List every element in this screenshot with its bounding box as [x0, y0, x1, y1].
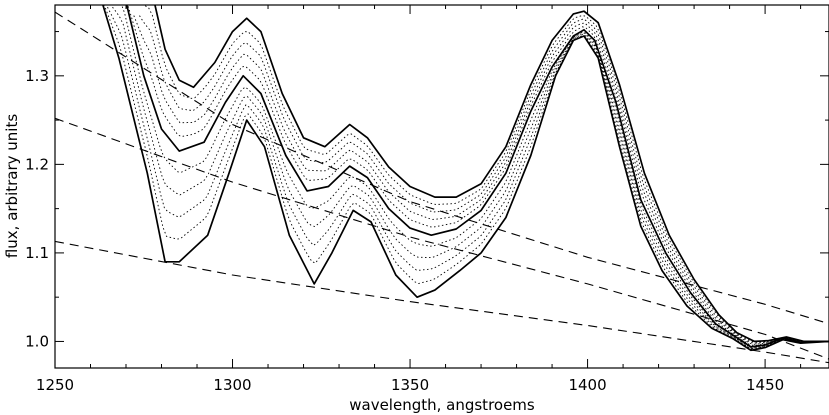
spectrum-line-3	[154, 5, 829, 343]
x-axis-title: wavelength, angstroems	[349, 396, 535, 414]
intermediate-spectrum-4	[121, 5, 828, 348]
continuum-line-6	[55, 240, 829, 364]
spectrum-line-1	[102, 5, 829, 352]
x-tick-label: 1400	[568, 376, 606, 394]
y-tick-label: 1.1	[25, 244, 49, 262]
x-tick-label: 1250	[36, 376, 74, 394]
plot-frame	[54, 4, 829, 369]
x-tick-label: 1350	[391, 376, 429, 394]
intermediate-spectrum-3	[112, 6, 827, 349]
axis-layer: 1250 1300 1350 1400 1450 1.0 1.1 1.2 1.3	[25, 5, 829, 394]
continuum-line-5	[55, 117, 829, 360]
x-tick-label: 1450	[746, 376, 784, 394]
intermediate-spectrum-6	[133, 15, 827, 345]
y-tick-label: 1.3	[25, 67, 49, 85]
continuum-line-4	[55, 11, 829, 325]
x-tick-label: 1300	[213, 376, 251, 394]
y-tick-label: 1.0	[25, 332, 49, 350]
intermediate-spectrum-8	[144, 5, 827, 343]
y-tick-label: 1.2	[25, 155, 49, 173]
spectrum-line-2	[125, 5, 829, 348]
intermediate-spectrum-5	[127, 6, 828, 346]
intermediate-spectrum-2	[107, 6, 829, 349]
y-axis-title: flux, arbitrary units	[3, 114, 21, 259]
intermediate-spectrum-7	[139, 15, 829, 344]
series-layer	[55, 5, 829, 364]
